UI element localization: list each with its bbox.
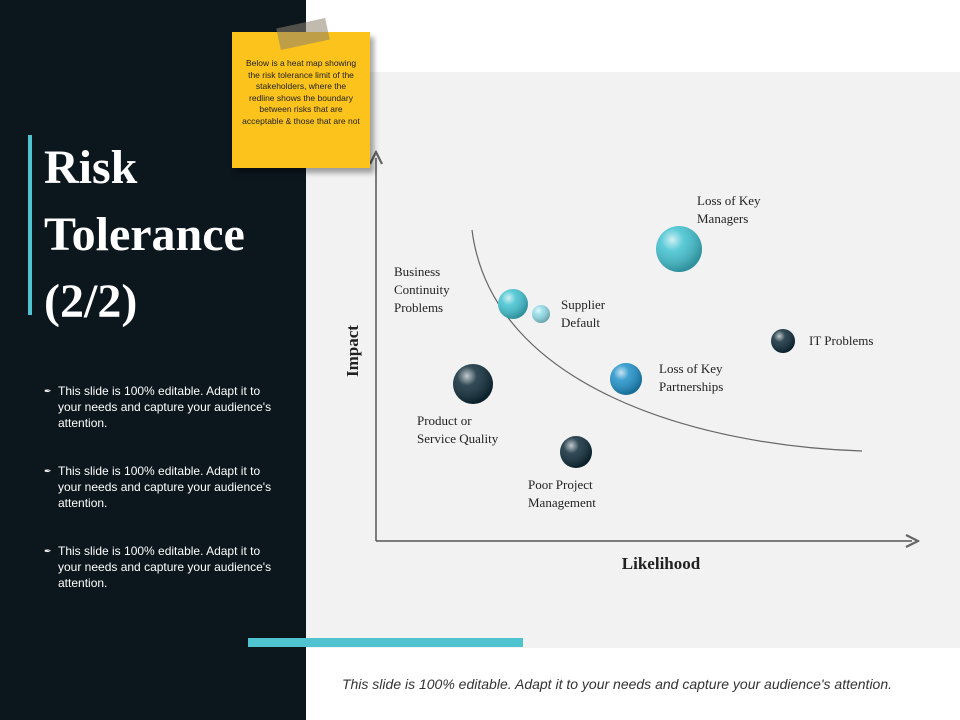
risk-bubble-loss-of-key-managers xyxy=(656,226,702,272)
sticky-note: Below is a heat map showing the risk tol… xyxy=(232,32,370,168)
risk-bubble-loss-of-key-partnerships xyxy=(610,363,642,395)
risk-label-poor-project-management: Poor Project Management xyxy=(528,477,596,510)
chart-background xyxy=(306,72,960,648)
pen-icon: ✒ xyxy=(44,546,52,556)
risk-label-loss-of-key-partnerships: Loss of Key Partnerships xyxy=(659,361,726,394)
bullet-item: ✒ This slide is 100% editable. Adapt it … xyxy=(44,463,284,511)
pen-icon: ✒ xyxy=(44,386,52,396)
sticky-note-text: Below is a heat map showing the risk tol… xyxy=(242,58,360,126)
risk-bubble-it-problems xyxy=(771,329,795,353)
risk-bubble-poor-project-management xyxy=(560,436,592,468)
x-axis-label: Likelihood xyxy=(622,554,701,573)
bullet-text: This slide is 100% editable. Adapt it to… xyxy=(58,464,272,510)
tolerance-curve xyxy=(471,229,863,452)
bullet-text: This slide is 100% editable. Adapt it to… xyxy=(58,544,272,590)
bullet-text: This slide is 100% editable. Adapt it to… xyxy=(58,384,272,430)
title-line: (2/2) xyxy=(44,275,138,328)
risk-bubble-business-continuity xyxy=(498,289,528,319)
title-line: Tolerance xyxy=(44,208,245,261)
title-accent-bar xyxy=(28,135,32,315)
pen-icon: ✒ xyxy=(44,466,52,476)
risk-label-loss-of-key-managers: Loss of Key Managers xyxy=(697,193,764,226)
risk-label-business-continuity: Business Continuity Problems xyxy=(394,264,453,315)
bullet-item: ✒ This slide is 100% editable. Adapt it … xyxy=(44,543,284,591)
risk-label-supplier-default: Supplier Default xyxy=(561,297,608,330)
accent-bar xyxy=(248,638,523,647)
risk-bubble-product-quality xyxy=(453,364,493,404)
risk-label-it-problems: IT Problems xyxy=(809,333,873,348)
page-title: Risk Tolerance (2/2) xyxy=(44,134,294,335)
y-axis-label: Impact xyxy=(343,325,362,377)
title-line: Risk xyxy=(44,141,138,194)
risk-bubble-supplier-default xyxy=(532,305,550,323)
bullet-item: ✒ This slide is 100% editable. Adapt it … xyxy=(44,383,284,431)
risk-label-product-quality: Product or Service Quality xyxy=(417,413,499,446)
footer-text: This slide is 100% editable. Adapt it to… xyxy=(341,676,893,692)
